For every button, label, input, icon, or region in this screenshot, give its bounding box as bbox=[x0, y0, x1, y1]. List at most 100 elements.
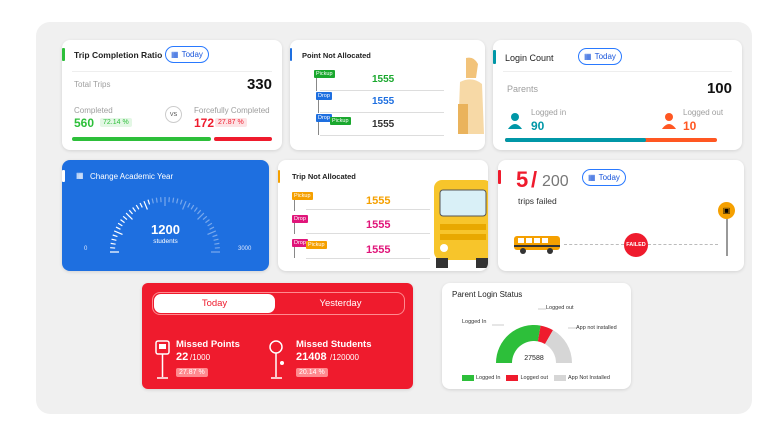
missed-students-total: /120000 bbox=[330, 353, 359, 362]
gauge-tick bbox=[213, 238, 219, 241]
logged-out-user-icon bbox=[662, 113, 676, 129]
forced-value: 172 bbox=[194, 116, 215, 130]
logged-in-segment bbox=[496, 325, 541, 363]
logged-in-bar bbox=[505, 138, 647, 142]
gauge-tick bbox=[207, 222, 213, 227]
bus-stop-pole bbox=[726, 216, 728, 256]
bus-stop-icon: ▣ bbox=[718, 202, 735, 219]
route-dashed-line bbox=[648, 244, 718, 245]
logged-in-label: Logged in bbox=[531, 108, 567, 117]
login-count-card: Login Count ▦ Today Parents 100 Logged i… bbox=[493, 40, 742, 150]
gauge-tick bbox=[111, 238, 117, 241]
completed-label: Completed bbox=[74, 106, 113, 115]
failed-label: trips failed bbox=[518, 196, 557, 206]
missed-students-value: 21408 bbox=[296, 351, 327, 363]
row-line bbox=[320, 90, 444, 91]
drop-tag: Drop bbox=[316, 92, 332, 100]
row-line bbox=[320, 112, 444, 113]
gauge-tick bbox=[205, 219, 210, 224]
divider bbox=[503, 71, 732, 72]
card-title: Point Not Allocated bbox=[302, 51, 371, 60]
gauge-tick bbox=[193, 207, 198, 212]
legend-item: Logged In bbox=[462, 375, 500, 381]
gauge-tick bbox=[120, 219, 125, 224]
gauge-unit: students bbox=[153, 238, 178, 245]
drop-tag: Drop bbox=[292, 239, 308, 247]
calendar-icon: ▦ bbox=[588, 173, 596, 182]
gauge-tick bbox=[112, 234, 118, 238]
gauge-tick bbox=[190, 204, 195, 210]
gauge-tick bbox=[135, 204, 140, 210]
legend-label: Logged out bbox=[520, 375, 548, 381]
gauge-tick bbox=[143, 200, 148, 210]
legend-item: App Not Installed bbox=[554, 375, 610, 381]
sign-pole bbox=[318, 95, 319, 113]
calendar-icon: ▦ bbox=[76, 171, 84, 180]
bus-icon bbox=[514, 236, 560, 254]
today-filter-button[interactable]: ▦ Today bbox=[165, 46, 209, 63]
not-installed-segment bbox=[545, 330, 572, 363]
gauge-tick bbox=[155, 197, 158, 203]
completed-bar bbox=[72, 137, 211, 141]
missed-points-pct: 27.87 % bbox=[176, 368, 208, 377]
calendar-icon: ▦ bbox=[584, 52, 592, 61]
missed-points-label: Missed Points bbox=[176, 339, 240, 350]
route-dashed-line bbox=[564, 244, 624, 245]
failed-count: 5 bbox=[516, 167, 529, 192]
gauge-tick bbox=[132, 207, 137, 212]
missed-points-value: 22 bbox=[176, 351, 189, 363]
gauge-tick bbox=[214, 242, 220, 245]
card-accent bbox=[493, 50, 496, 64]
tab-today[interactable]: Today bbox=[154, 294, 275, 313]
logged-out-segment bbox=[537, 325, 553, 344]
pickup-tag: Pickup bbox=[292, 192, 313, 200]
legend-item: Logged out bbox=[506, 375, 548, 381]
forced-pct: 27.87 % bbox=[215, 118, 247, 127]
today-label: Today bbox=[598, 173, 620, 182]
card-accent bbox=[62, 170, 65, 182]
pickup-tag: Pickup bbox=[306, 241, 327, 249]
gauge-value: 1200 bbox=[151, 222, 180, 237]
total-trips-value: 330 bbox=[246, 76, 272, 93]
parents-label: Parents bbox=[507, 84, 539, 94]
gauge bbox=[110, 197, 220, 253]
gauge-tick bbox=[176, 198, 179, 204]
missed-points-total: /1000 bbox=[190, 353, 211, 362]
legend-label: Logged In bbox=[476, 375, 501, 381]
gauge-tick bbox=[113, 230, 123, 235]
trips-failed-card: 5 / 200 ▦ Today trips failed FAILED ▣ bbox=[498, 160, 744, 271]
day-toggle bbox=[152, 292, 405, 315]
card-title: Trip Not Allocated bbox=[292, 172, 356, 181]
gauge-tick bbox=[207, 230, 217, 235]
legend-swatch bbox=[554, 375, 566, 381]
forced-label: Forcefully Completed bbox=[194, 106, 270, 115]
label-logged-out: Logged out bbox=[546, 305, 574, 311]
row-line bbox=[320, 135, 444, 136]
parent-login-status-card: Parent Login Status Logged In Logged out… bbox=[442, 283, 631, 389]
card-title: Change Academic Year bbox=[90, 172, 174, 181]
pickup-tag: Pickup bbox=[314, 70, 335, 78]
gauge-max: 3000 bbox=[238, 246, 252, 252]
gauge-tick bbox=[197, 212, 205, 220]
card-title: Parent Login Status bbox=[452, 290, 523, 299]
today-filter-button[interactable]: ▦ Today bbox=[582, 169, 626, 186]
tab-yesterday[interactable]: Yesterday bbox=[319, 298, 362, 309]
trip-not-allocated-card: Trip Not Allocated Pickup 1555 Drop 1555… bbox=[278, 160, 488, 271]
drop-pickup-value: 1555 bbox=[372, 119, 395, 130]
gauge-tick bbox=[187, 202, 191, 208]
gauge-tick bbox=[128, 209, 133, 215]
gauge-tick bbox=[151, 198, 154, 204]
academic-year-card[interactable]: ▦ Change Academic Year 1200 students 0 3… bbox=[62, 160, 269, 271]
gauge-tick bbox=[125, 212, 133, 220]
gauge-tick bbox=[182, 200, 187, 210]
missed-card: Today Yesterday Missed Points 22 /1000 2… bbox=[142, 283, 413, 389]
drop-pickup-value: 1555 bbox=[366, 244, 391, 256]
drop-tag: Drop bbox=[292, 215, 308, 223]
today-filter-button[interactable]: ▦ Today bbox=[578, 48, 622, 65]
school-bus-illustration bbox=[434, 180, 488, 268]
parents-value: 100 bbox=[706, 80, 732, 97]
forced-bar bbox=[214, 137, 272, 141]
card-accent bbox=[498, 170, 501, 184]
logged-in-user-icon bbox=[508, 113, 522, 129]
legend-swatch bbox=[506, 375, 519, 381]
